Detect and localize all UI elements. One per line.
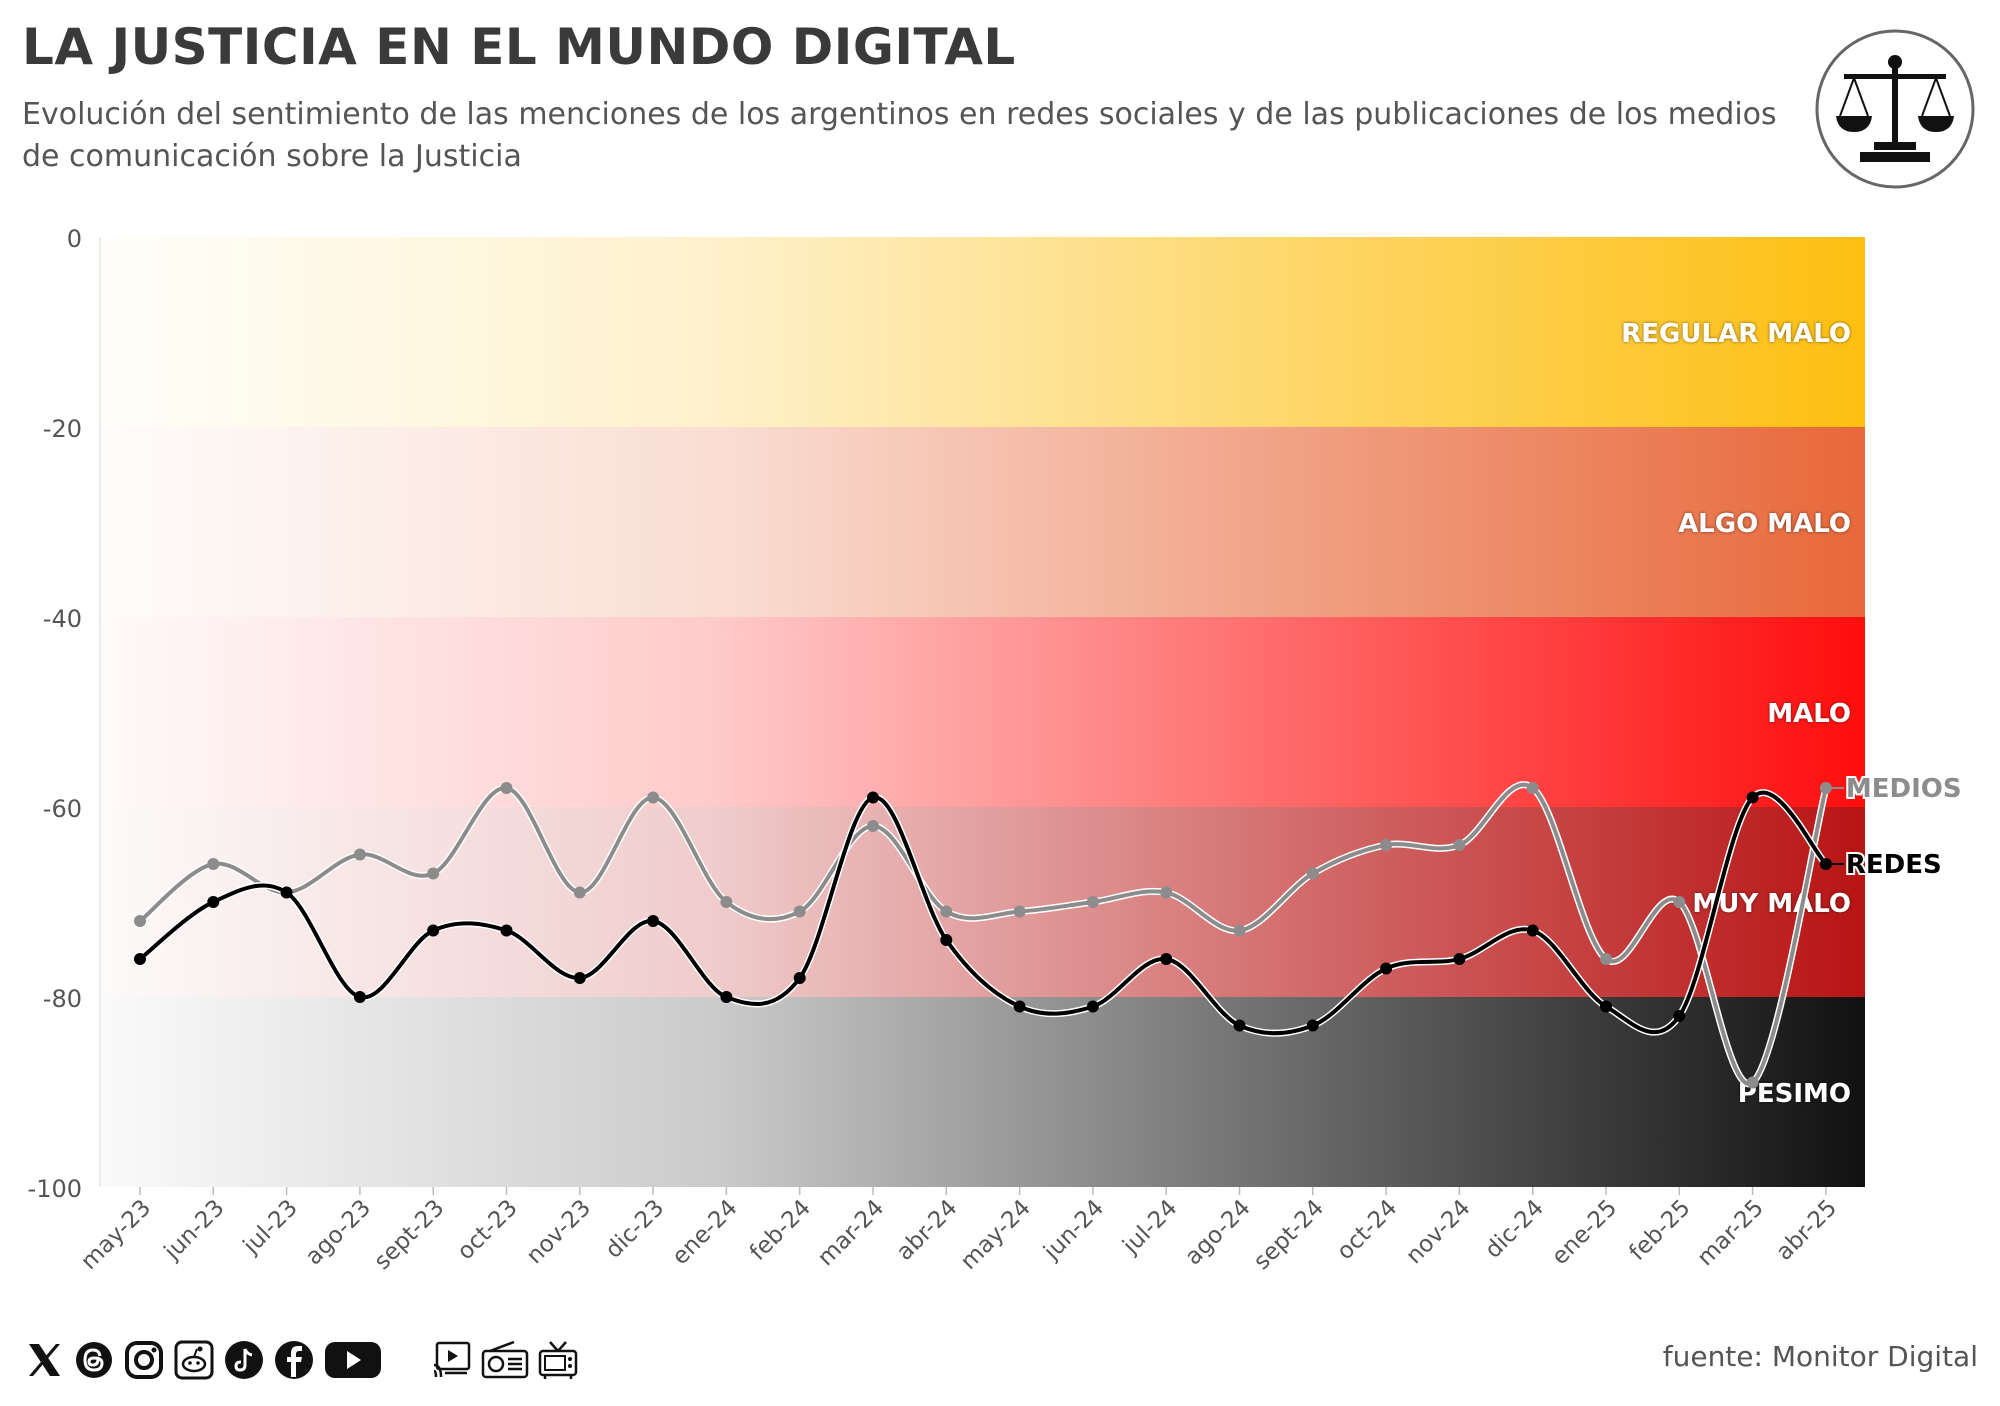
instagram-icon — [122, 1338, 166, 1382]
tv-icon — [536, 1338, 580, 1382]
data-point-redes — [500, 924, 513, 937]
y-tick-label: -20 — [43, 415, 82, 443]
x-tick-label: dic-24 — [1480, 1195, 1549, 1264]
series-end-label-redes: REDES — [1846, 850, 1942, 880]
x-tick-label: oct-23 — [453, 1195, 523, 1265]
x-icon — [22, 1338, 66, 1382]
data-point-medios — [793, 905, 806, 918]
series-end-label-medios: MEDIOS — [1846, 774, 1962, 804]
data-point-medios — [1233, 924, 1246, 937]
facebook-icon — [272, 1338, 316, 1382]
data-point-medios — [573, 886, 586, 899]
band-label: ALGO MALO — [1678, 509, 1851, 539]
tiktok-icon — [222, 1338, 266, 1382]
x-tick-label: nov-24 — [1401, 1195, 1475, 1269]
data-point-medios — [1673, 896, 1686, 908]
data-point-redes — [1160, 953, 1173, 965]
x-tick-label: jun-24 — [1038, 1195, 1109, 1266]
band-label: REGULAR MALO — [1621, 319, 1851, 349]
data-point-medios — [940, 905, 953, 918]
data-point-redes — [647, 915, 660, 927]
scales-of-justice-icon — [1814, 28, 1976, 190]
data-point-redes — [573, 972, 586, 984]
data-point-medios — [867, 820, 879, 832]
data-point-medios — [1086, 896, 1099, 908]
x-tick-label: jun-23 — [159, 1195, 230, 1266]
data-point-medios — [207, 858, 220, 870]
threads-icon — [72, 1338, 116, 1382]
x-tick-label: sept-24 — [1249, 1195, 1329, 1275]
data-point-redes — [1600, 1000, 1612, 1013]
data-point-medios — [1526, 782, 1539, 794]
y-tick-label: -60 — [43, 795, 82, 823]
x-tick-label: may-23 — [76, 1195, 156, 1275]
x-tick-label: may-24 — [956, 1195, 1036, 1275]
chart-subtitle: Evolución del sentimiento de las mencion… — [22, 97, 1777, 174]
data-point-redes — [1453, 953, 1466, 965]
band-label: MALO — [1767, 699, 1851, 729]
x-tick-label: nov-23 — [522, 1195, 596, 1269]
data-point-redes — [1746, 791, 1759, 804]
x-tick-label: ene-25 — [1547, 1195, 1622, 1270]
reddit-icon — [172, 1338, 216, 1382]
footer-icons — [22, 1335, 580, 1385]
x-tick-label: mar-25 — [1692, 1195, 1768, 1271]
y-tick-label: -40 — [43, 605, 82, 633]
radio-icon — [480, 1338, 530, 1382]
youtube-icon — [322, 1338, 384, 1382]
x-tick-label: ene-24 — [667, 1195, 742, 1270]
data-point-redes — [1819, 858, 1832, 870]
data-point-medios — [500, 782, 513, 794]
data-point-medios — [647, 791, 660, 804]
data-point-medios — [1013, 905, 1026, 918]
x-tick-label: oct-24 — [1332, 1195, 1402, 1265]
data-point-redes — [353, 991, 366, 1003]
x-tick-label: ago-23 — [301, 1195, 376, 1270]
x-tick-label: abr-25 — [1771, 1195, 1842, 1266]
data-point-redes — [1013, 1000, 1026, 1013]
data-point-redes — [280, 886, 293, 899]
x-tick-label: abr-24 — [892, 1195, 963, 1266]
y-tick-label: 0 — [67, 225, 82, 253]
data-point-redes — [1086, 1000, 1099, 1013]
data-point-redes — [207, 896, 220, 908]
data-point-redes — [134, 953, 146, 965]
data-point-medios — [1600, 953, 1612, 965]
data-point-redes — [1306, 1019, 1319, 1032]
y-tick-label: -100 — [28, 1175, 82, 1203]
source-note: fuente: Monitor Digital — [1662, 1340, 1978, 1373]
data-point-medios — [1380, 839, 1393, 851]
x-tick-label: jul-24 — [1117, 1195, 1182, 1260]
y-tick-label: -80 — [43, 985, 82, 1013]
data-point-redes — [1673, 1010, 1686, 1022]
data-point-redes — [720, 991, 733, 1003]
data-point-redes — [427, 924, 440, 937]
data-point-redes — [1526, 924, 1539, 937]
x-tick-label: jul-23 — [238, 1195, 303, 1260]
web-video-icon — [430, 1338, 474, 1382]
x-tick-label: dic-23 — [601, 1195, 670, 1264]
data-point-redes — [867, 791, 879, 804]
x-tick-label: feb-24 — [745, 1195, 816, 1266]
data-point-medios — [720, 896, 733, 908]
data-point-redes — [1233, 1019, 1246, 1032]
data-point-redes — [1380, 962, 1393, 975]
x-tick-label: sept-23 — [369, 1195, 449, 1275]
data-point-medios — [353, 848, 366, 861]
data-point-medios — [1453, 839, 1466, 851]
data-point-medios — [1160, 886, 1173, 899]
data-point-medios — [1819, 782, 1832, 794]
x-tick-label: ago-24 — [1180, 1195, 1255, 1270]
data-point-redes — [940, 934, 953, 946]
data-point-medios — [1746, 1076, 1759, 1089]
data-point-medios — [1306, 867, 1319, 880]
x-tick-label: mar-24 — [813, 1195, 889, 1271]
data-point-medios — [134, 915, 146, 927]
data-point-redes — [793, 972, 806, 984]
data-point-medios — [427, 867, 440, 880]
x-tick-label: feb-25 — [1625, 1195, 1696, 1266]
chart-title: LA JUSTICIA EN EL MUNDO DIGITAL — [22, 18, 1016, 76]
